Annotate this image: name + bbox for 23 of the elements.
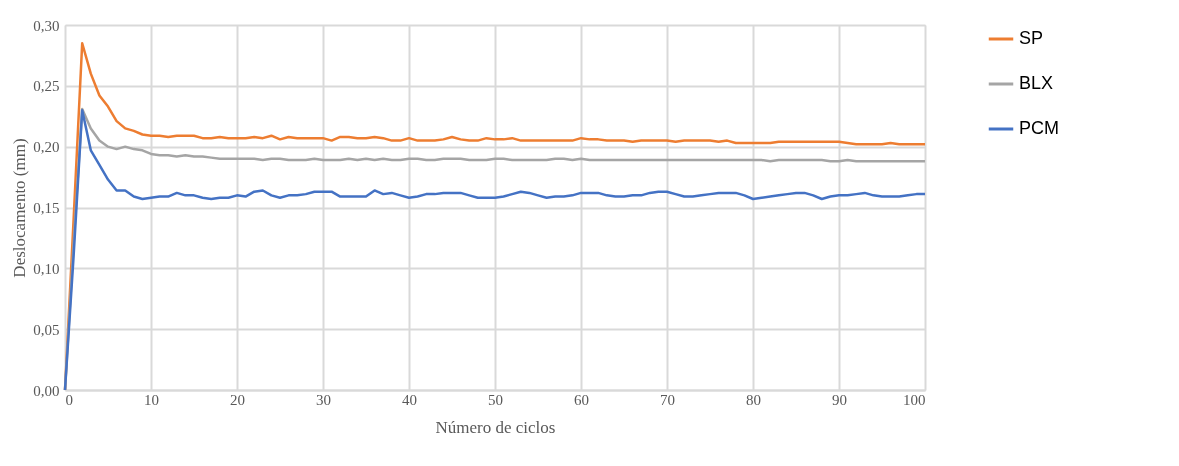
y-tick-label: 0,30 — [33, 17, 60, 34]
x-tick-label: 30 — [316, 391, 331, 408]
y-tick-label: 0,00 — [33, 382, 60, 399]
y-tick-label: 0,20 — [33, 139, 60, 156]
x-tick-label: 10 — [144, 391, 159, 408]
x-tick-label: 80 — [746, 391, 761, 408]
y-axis-title: Deslocamento (mm) — [10, 138, 30, 278]
x-tick-label: 0 — [65, 391, 73, 408]
x-tick-label: 70 — [660, 391, 675, 408]
x-tick-label: 40 — [402, 391, 417, 408]
x-tick-label: 100 — [903, 391, 926, 408]
y-tick-label: 0,25 — [33, 78, 60, 95]
legend-label: PCM — [1019, 118, 1059, 138]
y-tick-label: 0,10 — [33, 260, 60, 277]
x-axis-title: Número de ciclos — [435, 417, 556, 437]
x-tick-label: 20 — [230, 391, 245, 408]
legend-label: SP — [1019, 28, 1044, 48]
x-tick-label: 50 — [488, 391, 503, 408]
y-tick-label: 0,15 — [33, 200, 60, 216]
x-tick-label: 60 — [574, 391, 589, 408]
x-tick-label: 90 — [832, 391, 847, 408]
legend-label: BLX — [1019, 73, 1054, 93]
y-tick-label: 0,05 — [33, 321, 60, 338]
